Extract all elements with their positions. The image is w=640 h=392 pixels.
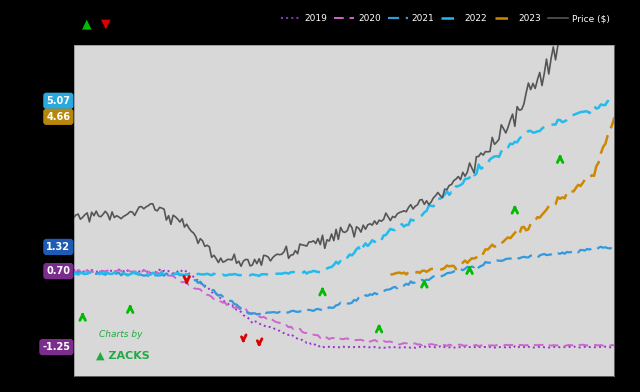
Text: Charts by: Charts by bbox=[99, 330, 143, 339]
Text: 0.70: 0.70 bbox=[47, 266, 70, 276]
Text: ▼: ▼ bbox=[100, 17, 111, 30]
Legend: 2019, 2020, 2021, 2022, 2023, Price ($): 2019, 2020, 2021, 2022, 2023, Price ($) bbox=[277, 11, 613, 27]
Text: ▲ ZACKS: ▲ ZACKS bbox=[96, 350, 150, 361]
Text: -1.25: -1.25 bbox=[42, 342, 70, 352]
Text: 1.32: 1.32 bbox=[47, 242, 70, 252]
Text: 22.16: 22.16 bbox=[618, 13, 640, 23]
Text: ▲: ▲ bbox=[81, 17, 92, 30]
Text: 5.07: 5.07 bbox=[47, 96, 70, 106]
Text: 4.66: 4.66 bbox=[47, 112, 70, 122]
